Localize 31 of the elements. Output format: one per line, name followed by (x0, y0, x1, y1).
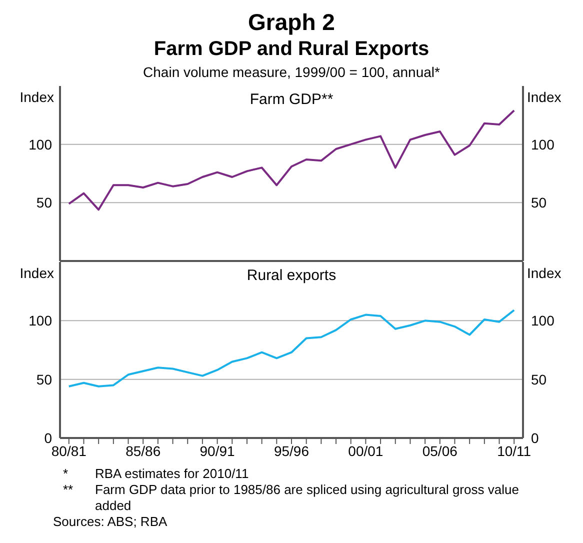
chart-subtitle: Farm GDP and Rural Exports (152, 37, 430, 62)
line-series (68, 110, 516, 211)
text: Farm GDP** (248, 91, 334, 108)
y-tick-label: 100 (28, 136, 52, 152)
y2-axis-title: Index (526, 265, 562, 281)
chart-title: Graph 2 (247, 8, 336, 36)
x-tick-label: 85/86 (126, 442, 161, 459)
y2-tick-label: 100 (531, 136, 555, 152)
x-tick-label: 10/11 (497, 442, 532, 459)
text: ** Farm GDP data prior to 1985/86 are spliced using agricultural gross value added (63, 482, 519, 513)
x-tick-label: 05/06 (422, 442, 458, 459)
source-note: Sources: ABS; RBA (53, 514, 168, 530)
y-tick-label: 100 (28, 312, 52, 329)
y2-tick-label: 50 (531, 194, 547, 211)
x-tick-label: 90/91 (200, 442, 236, 459)
y-tick-label: 0 (44, 430, 52, 446)
y-tick-label: 50 (36, 194, 52, 211)
text: Rural exports (246, 267, 338, 284)
y2-tick-label: 50 (531, 371, 547, 388)
x-tick-label: 95/96 (274, 442, 310, 459)
y-tick-label: 50 (36, 371, 52, 388)
y-axis-title: Index (18, 265, 54, 281)
text: * RBA estimates for 2010/11 (63, 466, 249, 481)
y-axis-title: Index (18, 89, 54, 105)
y2-axis-title: Index (526, 89, 562, 105)
x-tick-label: 80/81 (51, 442, 87, 459)
x-tick-label: 00/01 (348, 442, 384, 459)
y2-tick-label: 100 (531, 312, 555, 329)
text: Chain volume measure, 1999/00 = 100, annual* (142, 63, 441, 82)
line-series (68, 309, 516, 388)
y2-tick-label: 0 (531, 430, 539, 446)
